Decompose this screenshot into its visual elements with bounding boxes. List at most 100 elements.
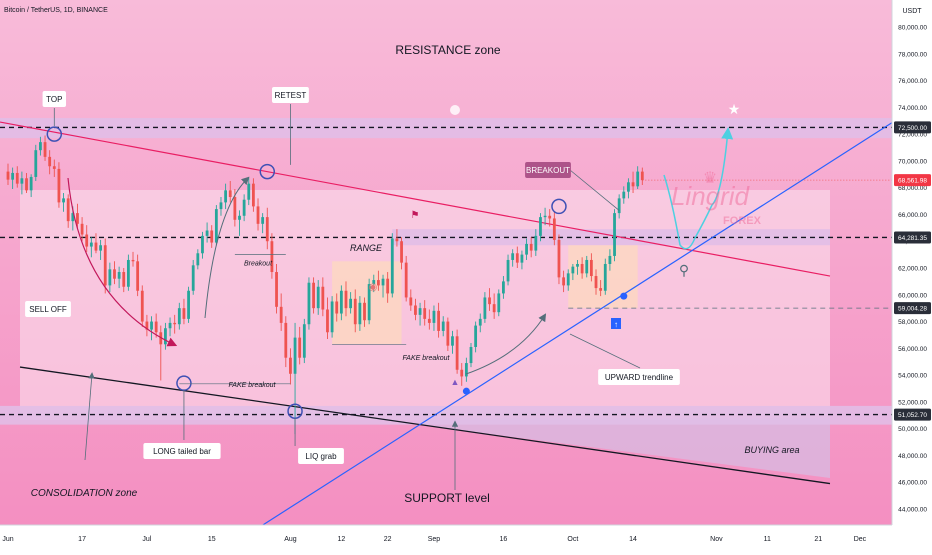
candle[interactable] [330, 296, 334, 338]
candle[interactable] [201, 231, 204, 259]
candle[interactable] [238, 210, 241, 236]
candle[interactable] [20, 171, 24, 195]
candle[interactable] [289, 348, 292, 385]
candle[interactable] [298, 326, 302, 365]
candle[interactable] [275, 263, 278, 314]
candle[interactable] [617, 194, 621, 219]
candle[interactable] [164, 322, 167, 350]
candle[interactable] [117, 266, 121, 289]
candle[interactable] [326, 297, 329, 339]
candle[interactable] [256, 198, 260, 231]
candlestick-series[interactable] [6, 135, 644, 435]
candle[interactable] [205, 222, 209, 243]
candle[interactable] [177, 302, 181, 330]
candle[interactable] [404, 255, 408, 302]
candle[interactable] [576, 259, 579, 275]
candle[interactable] [627, 178, 630, 199]
candle[interactable] [451, 330, 454, 354]
candle[interactable] [432, 305, 436, 331]
candle[interactable] [423, 300, 427, 326]
candle[interactable] [580, 257, 584, 279]
time-axis-panel[interactable] [0, 525, 932, 550]
candle[interactable] [39, 136, 42, 156]
candle[interactable] [594, 269, 598, 295]
candle[interactable] [99, 239, 102, 260]
candle[interactable] [62, 193, 65, 212]
candle[interactable] [585, 255, 589, 278]
candle[interactable] [460, 363, 464, 386]
candle[interactable] [316, 280, 320, 315]
candle[interactable] [543, 207, 547, 226]
candle[interactable] [279, 293, 283, 331]
candle[interactable] [108, 262, 112, 293]
candle[interactable] [372, 274, 376, 293]
candle[interactable] [34, 144, 38, 181]
candle[interactable] [284, 316, 288, 368]
candle[interactable] [261, 213, 265, 234]
candle[interactable] [219, 197, 223, 216]
candle[interactable] [76, 203, 79, 230]
candle[interactable] [191, 259, 195, 295]
candle[interactable] [534, 229, 538, 256]
candle[interactable] [94, 233, 98, 254]
candle[interactable] [103, 238, 107, 294]
candle[interactable] [48, 150, 52, 175]
candle[interactable] [455, 329, 459, 374]
candle[interactable] [52, 159, 56, 177]
candle[interactable] [363, 297, 366, 327]
candle[interactable] [173, 314, 177, 334]
candle[interactable] [25, 172, 28, 194]
candle[interactable] [349, 292, 353, 314]
candle[interactable] [302, 318, 306, 364]
candle[interactable] [335, 293, 339, 322]
candle[interactable] [640, 167, 644, 185]
candle[interactable] [409, 289, 413, 311]
candle[interactable] [400, 237, 403, 270]
candle[interactable] [187, 286, 190, 323]
candle[interactable] [293, 322, 297, 435]
candle[interactable] [312, 277, 315, 314]
candle[interactable] [6, 163, 10, 185]
candle[interactable] [390, 233, 394, 298]
candle[interactable] [502, 276, 505, 299]
candle[interactable] [483, 292, 487, 323]
candle[interactable] [474, 321, 478, 353]
candle[interactable] [395, 229, 399, 247]
candle[interactable] [57, 162, 61, 208]
candle[interactable] [525, 238, 528, 260]
candle[interactable] [437, 302, 440, 338]
candle[interactable] [469, 342, 473, 368]
candle[interactable] [140, 285, 144, 327]
candle[interactable] [589, 253, 593, 282]
candle[interactable] [15, 166, 19, 188]
candle[interactable] [529, 237, 533, 258]
candle[interactable] [251, 178, 255, 212]
candle[interactable] [270, 233, 274, 279]
candle[interactable] [613, 209, 616, 262]
candle[interactable] [377, 270, 380, 291]
candle[interactable] [29, 174, 33, 198]
candle[interactable] [358, 296, 362, 331]
candle[interactable] [464, 357, 468, 382]
candle[interactable] [242, 194, 246, 222]
candle[interactable] [636, 166, 640, 190]
candle[interactable] [548, 209, 552, 227]
candle[interactable] [182, 298, 186, 325]
candle[interactable] [520, 250, 524, 270]
candle[interactable] [265, 207, 269, 250]
candle[interactable] [571, 263, 575, 281]
candle[interactable] [562, 270, 565, 293]
candle[interactable] [145, 314, 149, 337]
candle[interactable] [224, 183, 228, 210]
candle[interactable] [353, 289, 357, 333]
candle[interactable] [321, 277, 325, 317]
candle[interactable] [603, 258, 607, 295]
candle[interactable] [196, 249, 200, 270]
candle[interactable] [307, 277, 311, 330]
candle[interactable] [427, 309, 431, 330]
candle[interactable] [488, 288, 491, 311]
candle[interactable] [214, 205, 218, 246]
candle[interactable] [497, 289, 501, 317]
candle[interactable] [168, 317, 172, 337]
